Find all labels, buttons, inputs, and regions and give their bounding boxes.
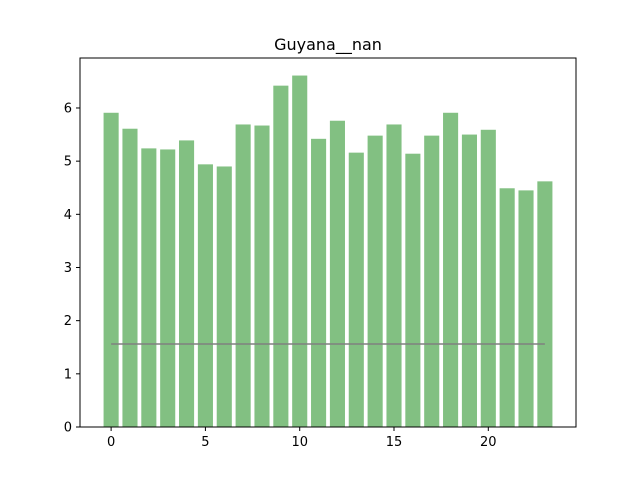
y-tick-label-0: 0 bbox=[64, 421, 72, 436]
y-tick-label-4: 4 bbox=[64, 208, 72, 223]
bar-16 bbox=[405, 153, 421, 427]
y-tick-label-6: 6 bbox=[64, 101, 72, 116]
bar-15 bbox=[386, 124, 402, 428]
x-tick-label-0: 0 bbox=[107, 435, 115, 450]
bar-1 bbox=[122, 128, 138, 427]
y-tick-label-5: 5 bbox=[64, 155, 72, 170]
bar-23 bbox=[537, 181, 553, 427]
bar-8 bbox=[254, 125, 270, 427]
x-tick-label-20: 20 bbox=[480, 435, 497, 450]
bar-17 bbox=[424, 135, 440, 427]
y-axis: 0 1 2 3 4 5 6 bbox=[64, 101, 80, 436]
bars-group bbox=[103, 75, 553, 428]
y-tick-label-2: 2 bbox=[64, 314, 72, 329]
bar-3 bbox=[160, 149, 176, 427]
bar-20 bbox=[480, 129, 496, 427]
y-tick-label-3: 3 bbox=[64, 261, 72, 276]
bar-14 bbox=[367, 135, 383, 427]
y-tick-label-1: 1 bbox=[64, 367, 72, 382]
bar-11 bbox=[311, 138, 327, 427]
x-tick-label-15: 15 bbox=[386, 435, 403, 450]
bar-5 bbox=[197, 164, 213, 427]
bar-7 bbox=[235, 124, 251, 428]
chart-title: Guyana__nan bbox=[274, 35, 382, 55]
bar-21 bbox=[499, 188, 515, 427]
bar-9 bbox=[273, 85, 289, 428]
bar-4 bbox=[179, 140, 195, 427]
bar-2 bbox=[141, 148, 157, 427]
bar-19 bbox=[461, 134, 477, 427]
bar-6 bbox=[216, 166, 232, 427]
x-axis: 0 5 10 15 20 bbox=[107, 427, 497, 450]
plot-frame bbox=[79, 57, 577, 428]
x-tick-label-10: 10 bbox=[291, 435, 308, 450]
bar-13 bbox=[348, 152, 364, 427]
bar-18 bbox=[443, 112, 459, 428]
bar-0 bbox=[103, 112, 119, 428]
x-tick-label-5: 5 bbox=[201, 435, 209, 450]
bar-12 bbox=[329, 120, 345, 428]
bar-10 bbox=[292, 75, 308, 428]
bar-22 bbox=[518, 190, 534, 427]
